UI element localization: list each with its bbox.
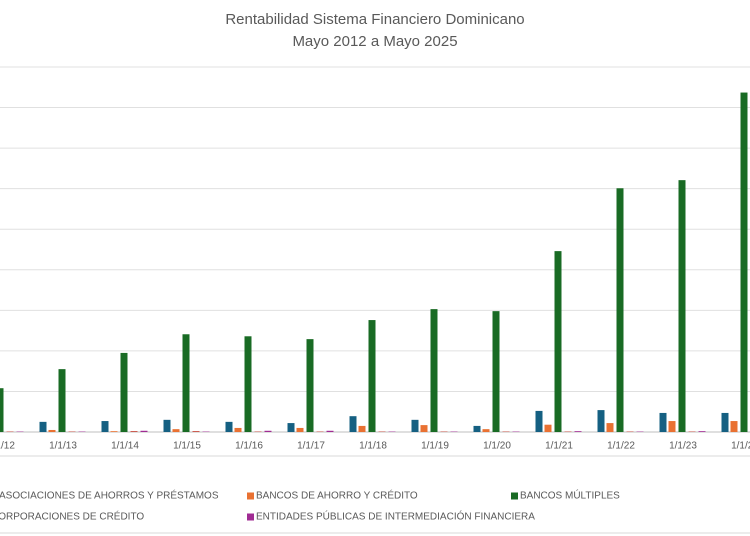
bar [430, 309, 438, 432]
bar [287, 423, 295, 432]
legend-marker [511, 492, 518, 500]
x-tick-label: 1/1/12 [0, 441, 15, 452]
bar [110, 431, 118, 432]
bar [730, 421, 738, 432]
bar [544, 424, 552, 432]
bar [58, 369, 66, 432]
bar [296, 427, 304, 432]
bar [234, 427, 242, 432]
legend-label: ASOCIACIONES DE AHORROS Y PRÉSTAMOS [0, 489, 219, 502]
bar [698, 431, 706, 432]
bar [492, 311, 500, 432]
bar [244, 336, 252, 432]
x-tick-label: 1/1/13 [49, 441, 77, 452]
legend-label: BANCOS MÚLTIPLES [520, 489, 620, 502]
bar [39, 421, 47, 432]
legend-marker [247, 513, 254, 521]
bar [163, 419, 171, 432]
bar [225, 421, 233, 432]
x-tick-label: 1/1/18 [359, 441, 387, 452]
x-tick-label: 1/1/15 [173, 441, 201, 452]
bar [130, 431, 138, 432]
bar [264, 430, 272, 432]
bar [473, 425, 481, 432]
bar [326, 430, 334, 432]
chart-subtitle: Mayo 2012 a Mayo 2025 [292, 33, 457, 50]
bar [678, 180, 686, 432]
x-tick-label: 1/1/22 [607, 441, 635, 452]
bar [48, 429, 56, 432]
x-tick-label: 1/1/21 [545, 441, 573, 452]
bar [482, 429, 490, 432]
bar [597, 410, 605, 432]
bar [306, 339, 314, 432]
bar [420, 425, 428, 432]
bar [721, 412, 729, 432]
x-tick-label: 1/1/19 [421, 441, 449, 452]
x-tick-label: 1/1/17 [297, 441, 325, 452]
bar [172, 429, 180, 432]
bar [535, 410, 543, 432]
bar [606, 423, 614, 432]
bar [616, 188, 624, 432]
bar [659, 412, 667, 432]
bar [554, 251, 562, 432]
bar [182, 334, 190, 432]
legend-label: ENTIDADES PÚBLICAS DE INTERMEDIACIÓN FIN… [256, 510, 535, 523]
bar [101, 421, 109, 432]
bar [358, 425, 366, 432]
chart-title: Rentabilidad Sistema Financiero Dominica… [225, 11, 524, 28]
x-tick-label: 1/1/16 [235, 441, 263, 452]
bar [668, 421, 676, 432]
bar [574, 431, 582, 432]
x-tick-label: 1/1/23 [669, 441, 697, 452]
bar [192, 431, 200, 432]
bar [140, 430, 148, 432]
x-tick-label: 1/1/24 [731, 441, 750, 452]
legend-label: CORPORACIONES DE CRÉDITO [0, 510, 144, 523]
bar [740, 92, 748, 433]
x-tick-label: 1/1/20 [483, 441, 511, 452]
legend-marker [247, 492, 254, 500]
bar [368, 320, 376, 432]
x-tick-label: 1/1/14 [111, 441, 139, 452]
bar [0, 388, 4, 432]
legend-label: BANCOS DE AHORRO Y CRÉDITO [256, 489, 418, 502]
bar [411, 419, 419, 432]
bar [120, 352, 128, 432]
bar [349, 416, 357, 432]
